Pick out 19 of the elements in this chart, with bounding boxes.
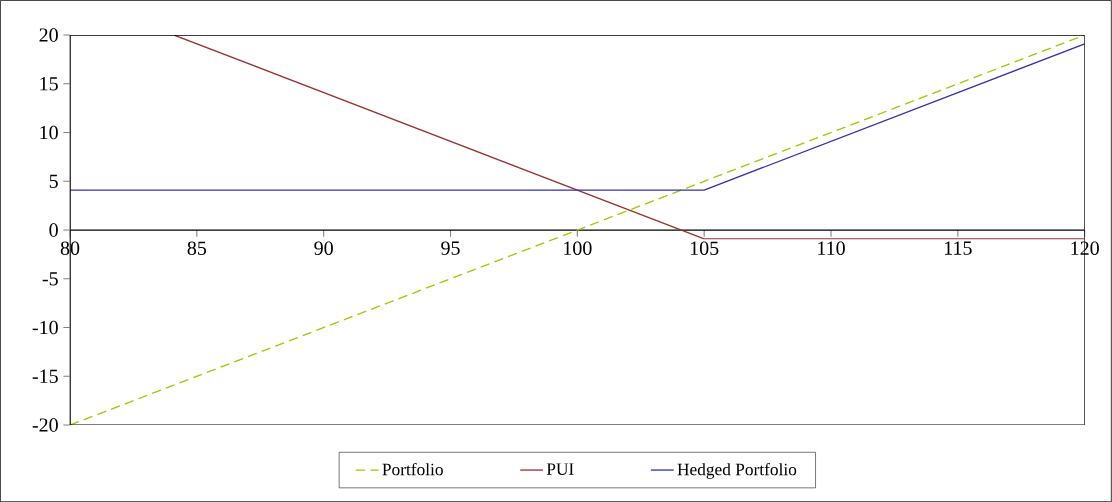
x-tick-label: 95: [441, 241, 460, 255]
y-tick-label: -20: [32, 418, 58, 432]
y-tick-label: -15: [32, 369, 58, 383]
x-tick-label: 110: [818, 241, 845, 255]
legend-label: PUI: [546, 463, 574, 475]
y-tick-label: 5: [49, 174, 58, 188]
y-tick-label: -5: [42, 272, 58, 286]
y-tick-label: 10: [40, 125, 58, 140]
x-tick-label: 85: [187, 241, 207, 255]
x-tick-label: 100: [564, 241, 592, 255]
x-tick-label: 115: [944, 241, 972, 255]
legend-label: Hedged Portfolio: [677, 462, 797, 479]
y-tick-label: 15: [40, 77, 58, 91]
x-tick-label: 105: [690, 241, 719, 255]
legend-label: Portfolio: [382, 462, 443, 476]
x-tick-label: 90: [314, 241, 333, 255]
y-tick-label: 0: [49, 223, 58, 237]
y-tick-label: 20: [39, 28, 58, 42]
y-tick-label: -10: [32, 320, 58, 335]
